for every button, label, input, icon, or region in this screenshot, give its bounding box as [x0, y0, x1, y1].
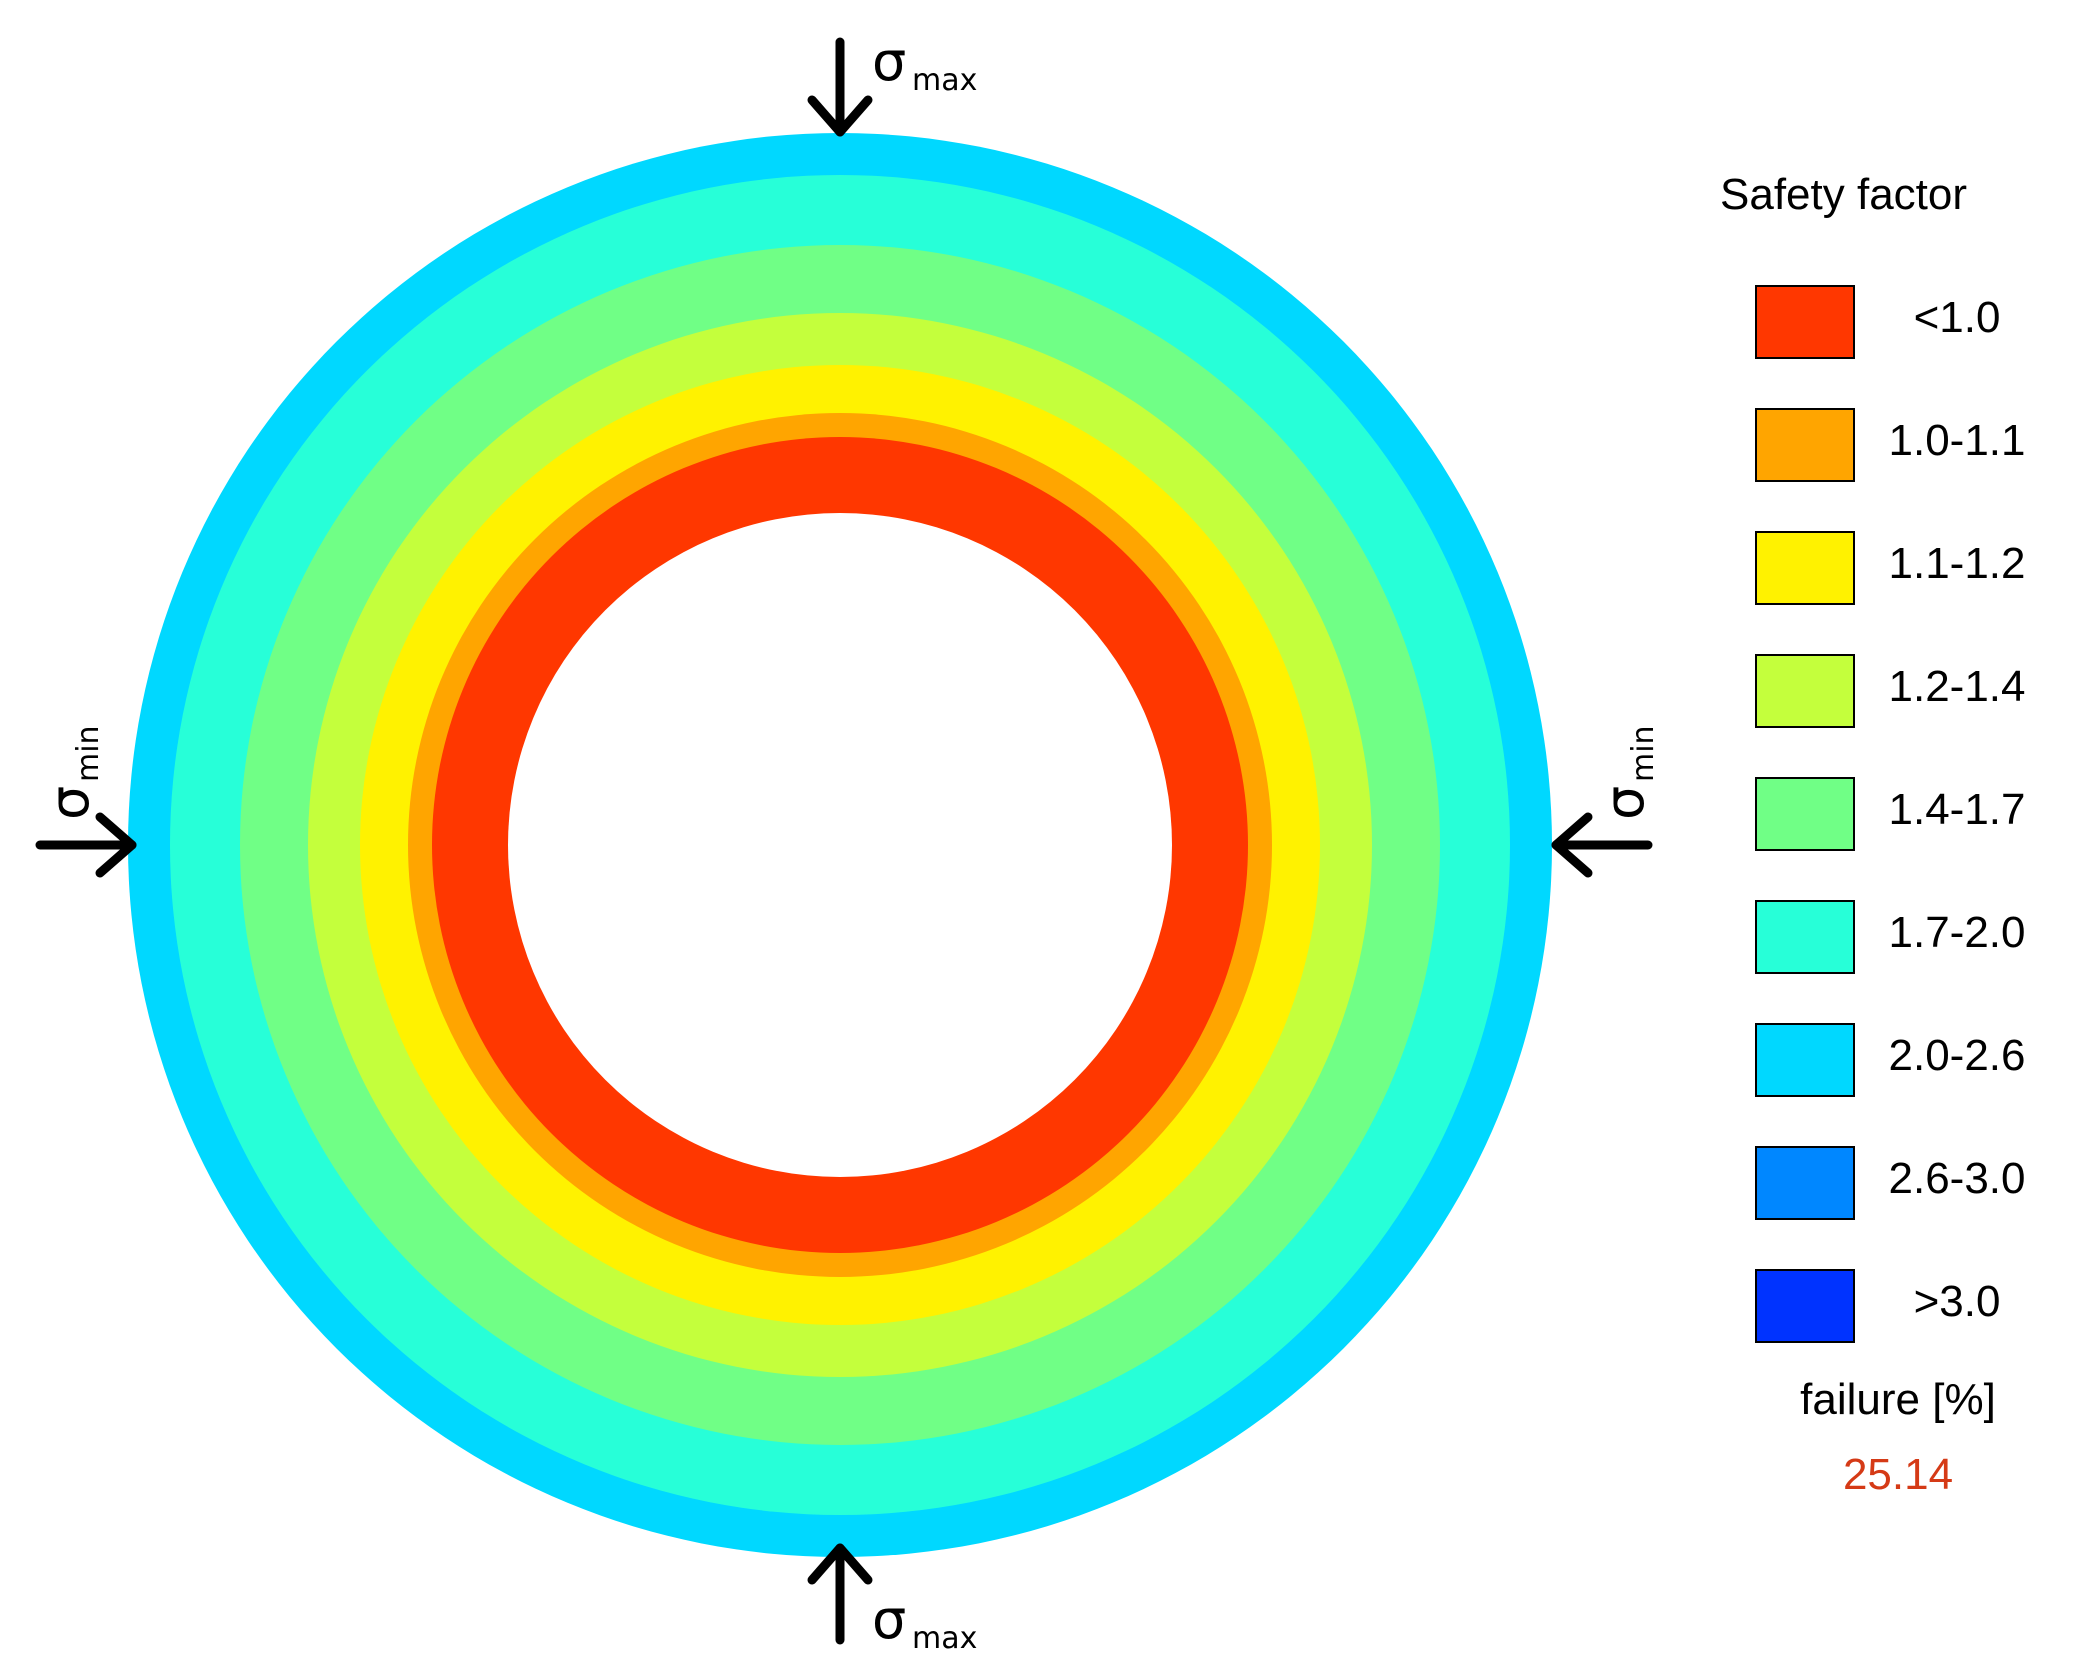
arrow-down-icon: [807, 37, 873, 137]
sigma-min-subscript: min: [71, 725, 106, 782]
sigma-max-subscript: max: [912, 1621, 977, 1656]
legend-item: >3.0: [1755, 1269, 2075, 1347]
legend-item-label: <1.0: [1913, 293, 2001, 342]
legend-item: 1.2-1.4: [1755, 654, 2075, 732]
sigma-max-top: σ max: [807, 30, 977, 137]
legend-item: 1.7-2.0: [1755, 900, 2075, 978]
legend-item: 2.0-2.6: [1755, 1023, 2075, 1101]
legend-item: 1.0-1.1: [1755, 408, 2075, 486]
sigma-symbol: σ: [1593, 786, 1656, 820]
legend-item: <1.0: [1755, 285, 2075, 363]
legend-swatch: [1755, 900, 1855, 974]
sigma-symbol: σ: [38, 786, 101, 820]
legend-item: 1.1-1.2: [1755, 531, 2075, 609]
legend-item-label: 1.1-1.2: [1888, 539, 2026, 588]
legend-swatch: [1755, 1269, 1855, 1343]
sigma-max-bottom: σ max: [807, 1543, 977, 1656]
arrow-right-icon: [35, 812, 137, 878]
legend-swatch: [1755, 1023, 1855, 1097]
legend-item-label: 1.4-1.7: [1888, 785, 2026, 834]
legend-swatch: [1755, 777, 1855, 851]
sigma-min-right: σ min: [1551, 725, 1661, 878]
failure-value: 25.14: [1842, 1450, 1954, 1499]
sigma-symbol: σ: [872, 1588, 906, 1651]
sigma-min-left: σ min: [35, 725, 137, 878]
sigma-symbol: σ: [872, 30, 906, 93]
legend-swatch: [1755, 531, 1855, 605]
legend-item-label: 1.2-1.4: [1888, 662, 2026, 711]
legend-item-label: 1.7-2.0: [1888, 908, 2026, 957]
arrow-up-icon: [807, 1543, 873, 1645]
legend-item-label: 2.6-3.0: [1888, 1154, 2026, 1203]
borehole: [508, 513, 1172, 1177]
legend-item: 1.4-1.7: [1755, 777, 2075, 855]
legend-title: Safety factor: [1720, 170, 1968, 219]
sigma-max-subscript: max: [912, 63, 977, 98]
legend-item-label: 2.0-2.6: [1888, 1031, 2026, 1080]
legend-item-label: >3.0: [1913, 1277, 2001, 1326]
legend-swatch: [1755, 285, 1855, 359]
safety-factor-rings: [128, 133, 1552, 1557]
legend-item-label: 1.0-1.1: [1888, 416, 2026, 465]
legend-item: 2.6-3.0: [1755, 1146, 2075, 1224]
legend-swatch: [1755, 408, 1855, 482]
legend-swatch: [1755, 1146, 1855, 1220]
failure-label: failure [%]: [1800, 1375, 1996, 1424]
arrow-left-icon: [1551, 812, 1653, 878]
sigma-min-subscript: min: [1626, 725, 1661, 782]
legend-swatch: [1755, 654, 1855, 728]
